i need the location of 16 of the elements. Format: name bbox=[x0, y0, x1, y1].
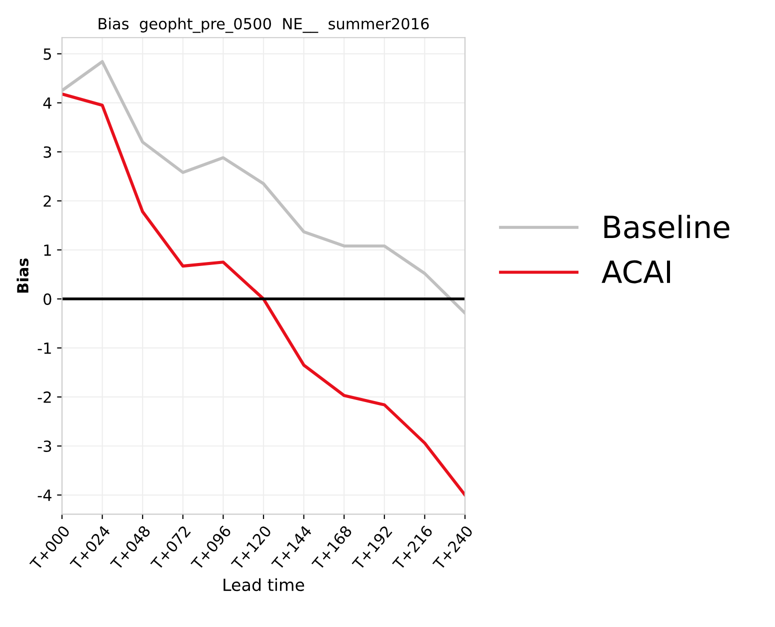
y-tick-label: 2 bbox=[44, 195, 51, 207]
y-tick-label: 3 bbox=[44, 146, 52, 158]
line-series bbox=[62, 92, 465, 497]
y-tick-label: 5 bbox=[44, 48, 51, 60]
y-tick-label: 4 bbox=[43, 97, 52, 109]
y-tick-label: -2 bbox=[38, 391, 51, 403]
legend-label: ACAI bbox=[602, 260, 670, 284]
y-tick-label: 1 bbox=[44, 244, 51, 256]
x-axis-title: Lead time bbox=[224, 578, 304, 592]
y-tick-label: 0 bbox=[44, 293, 52, 305]
legend-label: Baseline bbox=[604, 214, 730, 238]
y-tick-label: -1 bbox=[38, 342, 51, 354]
y-axis-title: Bias bbox=[16, 258, 29, 293]
y-tick-label: -3 bbox=[38, 440, 52, 452]
y-tick-label: -4 bbox=[38, 490, 52, 501]
chart-title: Bias geopht_pre_0500 NE__ summer2016 bbox=[98, 18, 429, 33]
